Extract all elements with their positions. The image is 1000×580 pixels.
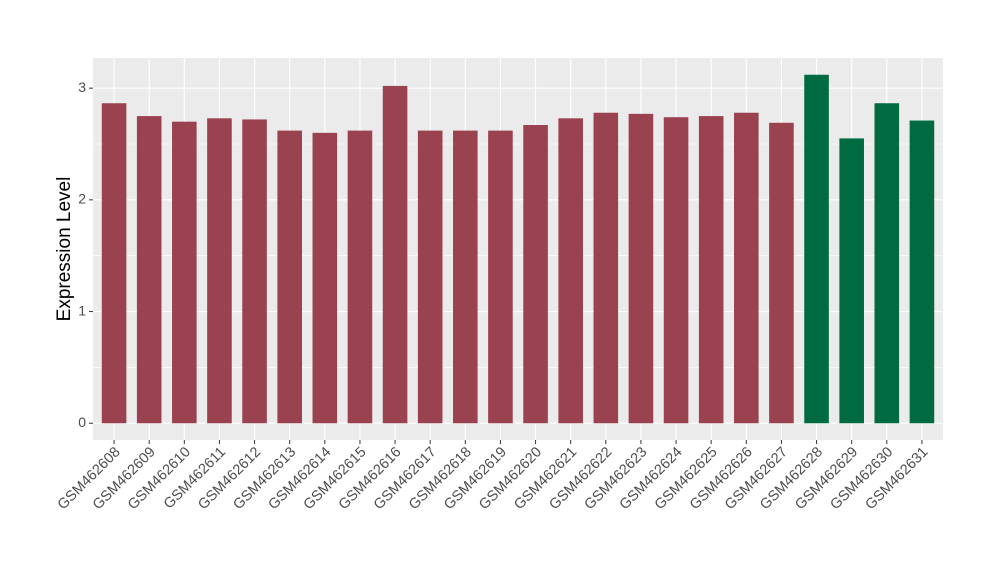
bar xyxy=(558,118,583,424)
bar xyxy=(839,138,864,424)
bar xyxy=(136,116,162,424)
y-tick-label: 2 xyxy=(78,191,86,207)
bar xyxy=(628,113,654,424)
bar xyxy=(488,130,513,424)
bar xyxy=(734,112,759,424)
panel xyxy=(93,58,943,440)
bar xyxy=(172,121,197,424)
bar xyxy=(277,130,302,424)
bar xyxy=(417,130,443,424)
bar xyxy=(453,130,478,424)
bar xyxy=(769,122,794,424)
bar xyxy=(874,103,900,424)
bar xyxy=(347,130,373,424)
bar xyxy=(207,118,232,424)
bar xyxy=(242,119,267,424)
bar xyxy=(663,117,689,424)
bar xyxy=(698,116,724,424)
bar xyxy=(593,112,619,424)
y-tick-label: 1 xyxy=(78,302,86,318)
bar xyxy=(382,85,408,424)
y-tick-label: 0 xyxy=(78,414,86,430)
bar xyxy=(101,103,127,424)
bar xyxy=(804,74,829,424)
bar xyxy=(523,125,548,424)
y-axis-label: Expression Level xyxy=(54,177,75,322)
y-tick-label: 3 xyxy=(78,79,86,95)
bar xyxy=(909,120,935,424)
bar xyxy=(312,132,338,424)
